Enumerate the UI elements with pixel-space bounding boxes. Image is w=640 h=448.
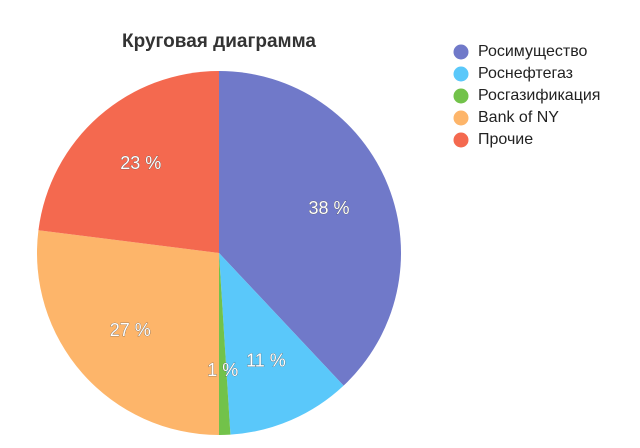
pie-slice (219, 253, 231, 435)
chart-title: Круговая диаграмма (122, 31, 316, 52)
pie-slice (37, 230, 220, 435)
slice-label: 1 % (207, 360, 238, 380)
legend-marker (453, 132, 469, 148)
slice-label: 23 % (120, 153, 161, 173)
legend-marker (453, 44, 469, 60)
legend-marker (453, 66, 469, 82)
legend-marker (453, 110, 469, 126)
slice-label: 27 % (110, 320, 151, 340)
legend-text: Прочие (478, 131, 533, 148)
legend-marker (453, 88, 469, 104)
legend-text: Роснефтегаз (478, 65, 573, 82)
slice-label: 11 % (246, 350, 286, 370)
legend-text: Росгазификация (478, 87, 600, 104)
pie-slice (219, 253, 344, 435)
slice-label: 38 % (308, 198, 349, 218)
legend-text: Bank of NY (478, 109, 559, 126)
pie-slice (219, 71, 402, 386)
pie-slice (38, 71, 220, 253)
legend-text: Росимущество (478, 43, 588, 60)
